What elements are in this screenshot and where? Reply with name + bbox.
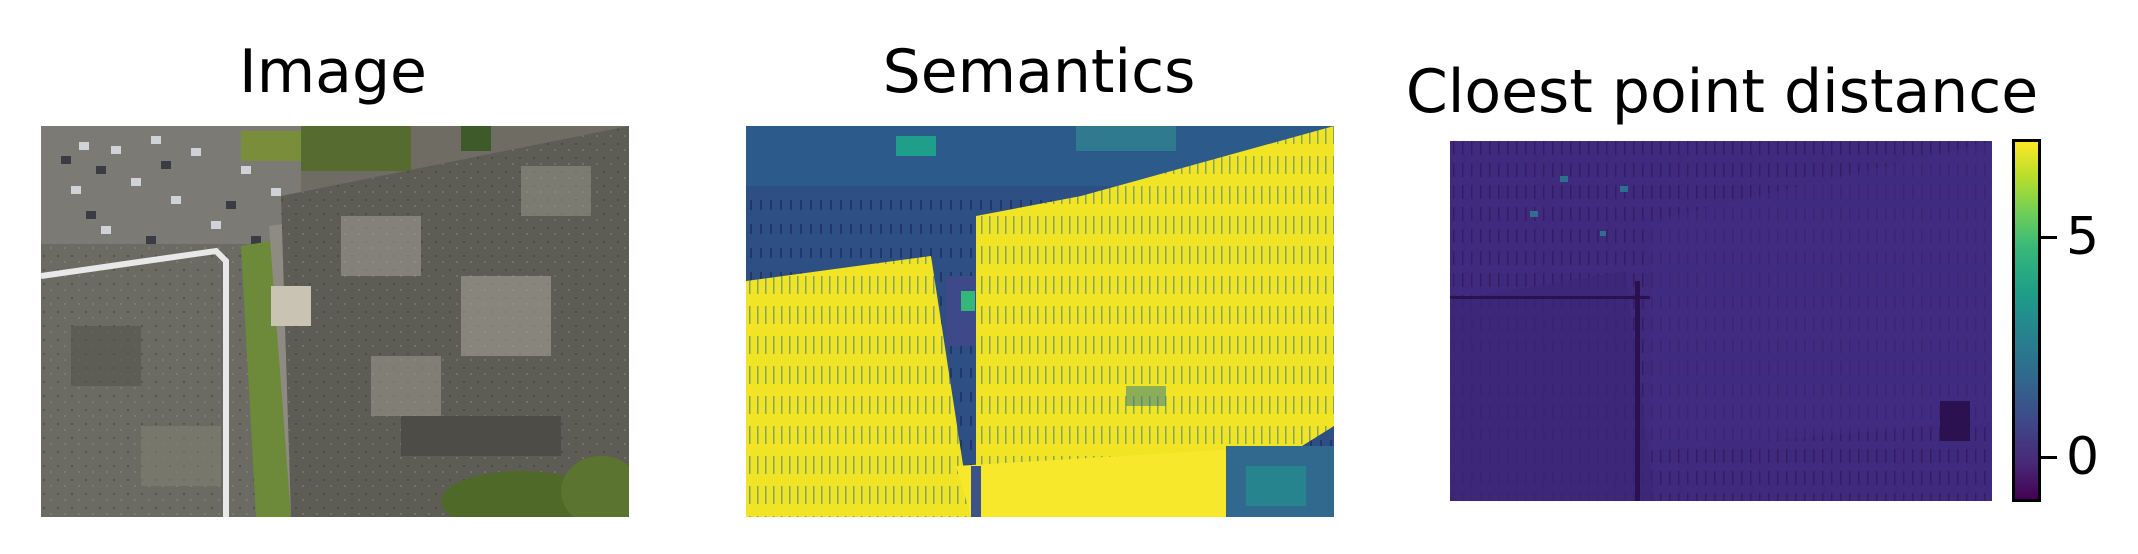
colorbar-tick-0 <box>2041 456 2057 459</box>
panel-title-semantics: Semantics <box>882 37 1196 107</box>
aerial-image <box>41 126 629 517</box>
semantics-map <box>746 126 1334 517</box>
distance-map <box>1450 141 1992 501</box>
colorbar-tick-5 <box>2041 236 2057 239</box>
colorbar-tick-label-5: 5 <box>2066 207 2100 267</box>
colorbar <box>2012 139 2041 502</box>
colorbar-tick-label-0: 0 <box>2066 427 2100 487</box>
panel-title-distance: Cloest point distance <box>1405 57 2039 127</box>
panel-title-image: Image <box>239 37 427 107</box>
